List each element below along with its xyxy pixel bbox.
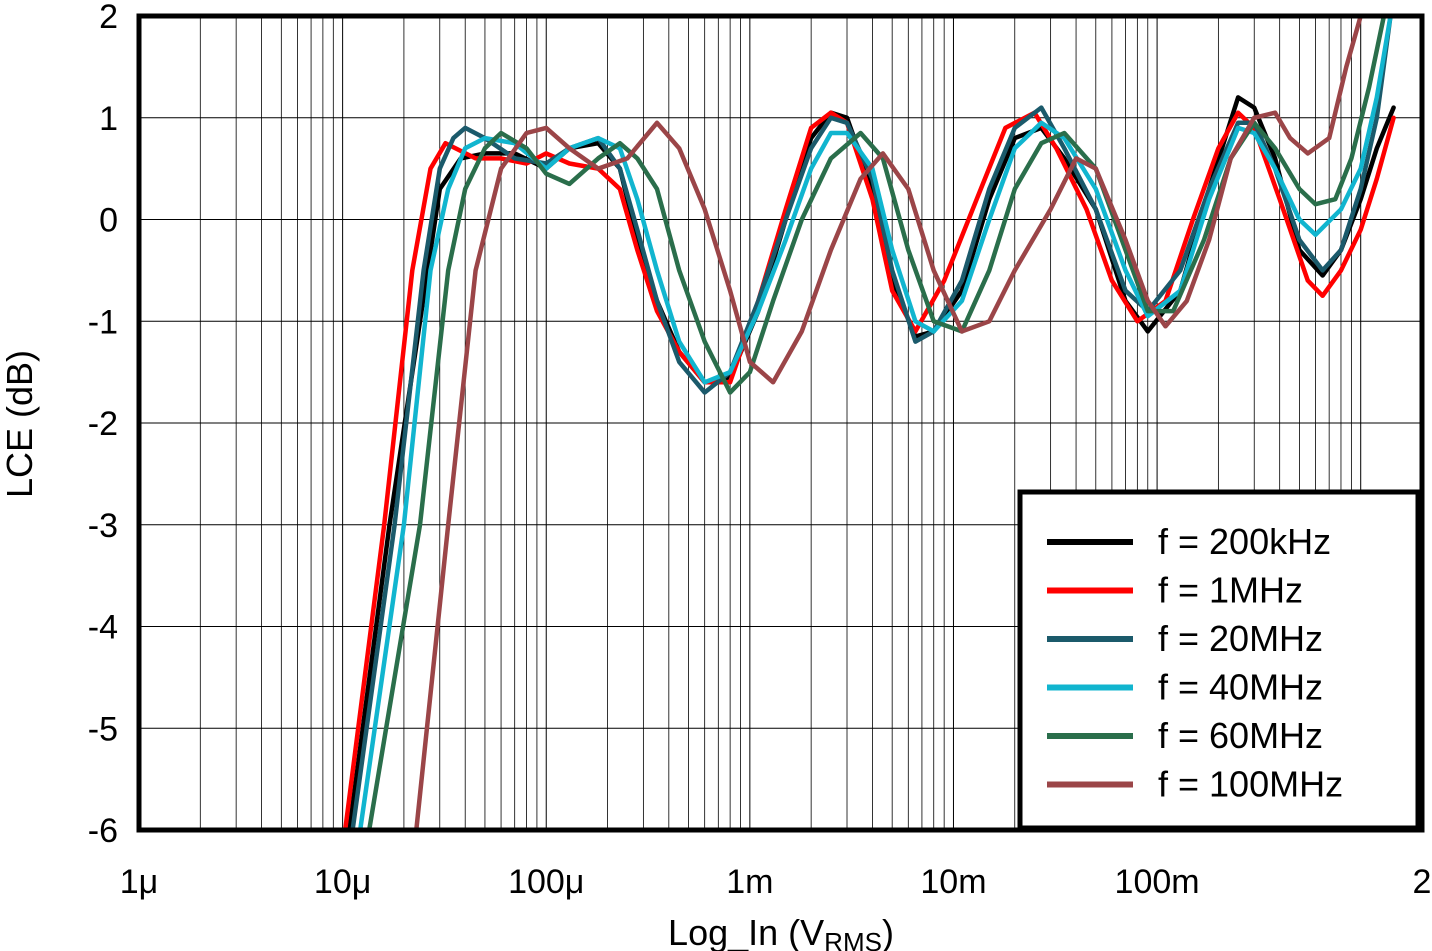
x-tick-label: 1μ	[120, 863, 159, 901]
x-tick-label: 1m	[726, 863, 773, 901]
x-tick-label: 10μ	[314, 863, 371, 901]
x-tick-label: 100μ	[508, 863, 584, 901]
plot-frame	[136, 13, 1425, 833]
y-tick-label: 1	[99, 100, 118, 138]
legend-label: f = 100MHz	[1158, 764, 1343, 805]
legend-label: f = 60MHz	[1158, 715, 1323, 756]
legend-label: f = 1MHz	[1158, 570, 1303, 611]
legend-items: f = 200kHz f = 1MHz f = 20MHz f = 40MHz f = …	[1047, 521, 1343, 805]
x-axis-title-end: )	[882, 912, 894, 951]
x-axis-title-main: Log_In (V	[668, 912, 824, 951]
y-tick-label: -3	[88, 507, 118, 545]
x-axis-title-subscript: RMS	[824, 927, 882, 951]
x-tick-label: 100m	[1115, 863, 1200, 901]
y-tick-label: -5	[88, 710, 118, 748]
legend-label: f = 20MHz	[1158, 618, 1323, 659]
legend-box	[1017, 489, 1421, 831]
x-tick-label: 10m	[920, 863, 986, 901]
x-axis-title: Log_In (VRMS)	[668, 912, 894, 951]
legend: f = 200kHz f = 1MHz f = 20MHz f = 40MHz f = …	[1017, 489, 1421, 831]
legend-label: f = 40MHz	[1158, 667, 1323, 708]
x-tick-labels: 1μ 10μ 100μ 1m 10m 100m 2	[120, 863, 1432, 901]
y-tick-label: -1	[88, 303, 118, 341]
series-line-5	[366, 16, 1387, 830]
y-tick-label: -4	[88, 609, 118, 647]
y-axis-title: LCE (dB)	[0, 350, 40, 498]
y-tick-label: -6	[88, 812, 118, 850]
y-tick-label: 2	[99, 0, 118, 36]
series-layer	[342, 16, 1396, 830]
legend-label: f = 200kHz	[1158, 521, 1331, 562]
y-tick-label: -2	[88, 405, 118, 443]
series-line-4	[357, 16, 1393, 830]
x-tick-label: 2	[1413, 863, 1432, 901]
y-tick-labels: 2 1 0 -1 -2 -3 -4 -5 -6	[88, 0, 118, 850]
y-tick-label: 0	[99, 202, 118, 240]
series-line-6	[414, 16, 1363, 830]
